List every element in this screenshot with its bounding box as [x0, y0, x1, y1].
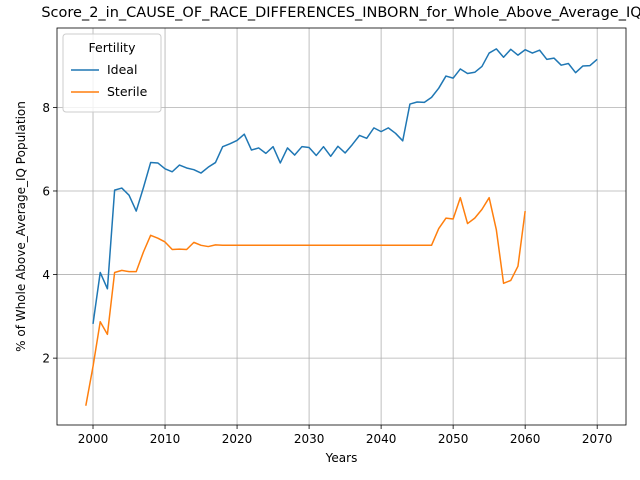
x-tick-label: 2030: [294, 432, 325, 446]
y-tick-label: 4: [42, 268, 50, 282]
x-tick-label: 2070: [582, 432, 613, 446]
x-axis-label: Years: [325, 451, 358, 465]
y-tick-label: 8: [42, 101, 50, 115]
x-tick-label: 2000: [78, 432, 109, 446]
series-lines: [85, 48, 598, 406]
chart-title: Score_2_in_CAUSE_OF_RACE_DIFFERENCES_INB…: [41, 5, 640, 21]
legend: Fertility Ideal Sterile: [62, 33, 162, 113]
x-tick-label: 2010: [150, 432, 181, 446]
plot-frame: [56, 27, 627, 426]
legend-items: Ideal Sterile: [71, 62, 148, 99]
legend-label-ideal: Ideal: [107, 62, 137, 77]
axis-ticks: 2000 2010 2020 2030 2040 2050 2060 2070 2 4 6 8: [42, 101, 612, 446]
x-tick-label: 2020: [222, 432, 253, 446]
x-tick-label: 2060: [510, 432, 541, 446]
y-tick-label: 6: [42, 184, 50, 198]
legend-label-sterile: Sterile: [107, 84, 148, 99]
y-tick-label: 2: [42, 352, 50, 366]
x-tick-label: 2050: [438, 432, 469, 446]
series-line-sterile: [85, 196, 526, 406]
x-tick-label: 2040: [366, 432, 397, 446]
series-line-ideal: [92, 48, 598, 324]
y-axis-label: % of Whole Above_Average_IQ Population: [14, 101, 28, 352]
legend-title: Fertility: [89, 40, 137, 55]
